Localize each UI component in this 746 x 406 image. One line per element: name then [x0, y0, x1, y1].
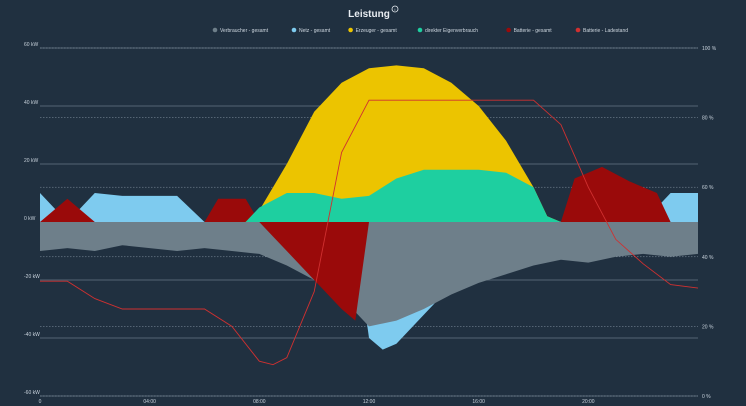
legend-swatch [506, 27, 511, 33]
y-tick-label: 0 % [702, 394, 711, 400]
series-area [245, 169, 561, 222]
y-axis-right: 100 % 80 % 60 % 40 % 20 % 0 % [702, 46, 717, 400]
info-icon[interactable]: i [391, 5, 399, 13]
y-tick-label: 40 kW [24, 100, 38, 106]
legend: Verbraucher - gesamt Netz - gesamt Erzeuge… [212, 27, 629, 34]
y-tick-label: -20 kW [24, 274, 40, 280]
y-tick-label: -60 kW [24, 390, 40, 396]
y-tick-label: 60 kW [24, 42, 38, 48]
legend-label: Netz - gesamt [299, 28, 331, 34]
series-lines [40, 99, 699, 366]
x-tick-label: 16:00 [472, 399, 485, 405]
legend-item[interactable]: Verbraucher - gesamt [212, 27, 269, 34]
y-tick-label: 40 % [702, 255, 714, 261]
legend-label: Verbraucher - gesamt [220, 28, 269, 34]
svg-text:i: i [395, 7, 396, 12]
series-area [40, 222, 698, 327]
x-tick-label: 20:00 [582, 399, 595, 405]
legend-label: Erzeuger - gesamt [356, 28, 398, 34]
x-tick-label: 0 [39, 399, 42, 405]
y-tick-label: 60 % [702, 185, 714, 191]
series-areas [40, 65, 698, 350]
legend-item[interactable]: Batterie - Ladestand [575, 27, 629, 34]
series-line [40, 99, 699, 366]
y-tick-label: 20 kW [24, 158, 38, 164]
legend-swatch [575, 27, 581, 33]
legend-swatch [212, 27, 218, 33]
legend-item[interactable]: Batterie - gesamt [506, 27, 553, 34]
x-tick-label: 04:00 [143, 399, 156, 405]
chart-title: Leistung [348, 9, 390, 20]
y-tick-label: 100 % [702, 46, 717, 52]
legend-label: direkter Eigenverbrauch [425, 28, 478, 34]
legend-item[interactable]: Erzeuger - gesamt [348, 27, 398, 34]
y-tick-label: 0 kW [24, 216, 36, 222]
y-axis-left: 60 kW 40 kW 20 kW 0 kW -20 kW -40 kW -60 kW [24, 42, 40, 396]
x-tick-label: 08:00 [253, 399, 266, 405]
x-axis: 0 04:00 08:00 12:00 16:00 20:00 [39, 399, 595, 405]
y-tick-label: 80 % [702, 116, 714, 122]
y-tick-label: 20 % [702, 324, 714, 330]
legend-label: Batterie - gesamt [514, 28, 553, 34]
y-tick-label: -40 kW [24, 332, 40, 338]
legend-swatch [348, 27, 353, 33]
legend-swatch [417, 27, 423, 33]
legend-item[interactable]: direkter Eigenverbrauch [417, 27, 479, 34]
x-tick-label: 12:00 [363, 399, 376, 405]
legend-swatch [291, 27, 297, 33]
legend-label: Batterie - Ladestand [583, 28, 628, 34]
legend-item[interactable]: Netz - gesamt [291, 27, 331, 34]
